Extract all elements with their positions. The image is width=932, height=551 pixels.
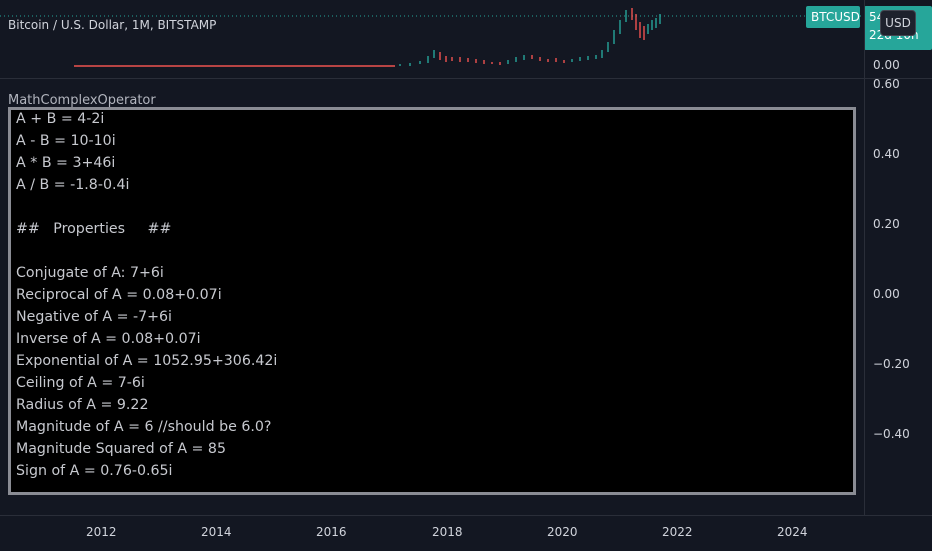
output-line: Exponential of A = 1052.95+306.42i: [16, 353, 278, 369]
output-line: Ceiling of A = 7-6i: [16, 375, 145, 391]
output-line: Negative of A = -7+6i: [16, 309, 172, 325]
output-line: Magnitude of A = 6 //should be 6.0?: [16, 419, 272, 435]
price-pane[interactable]: Bitcoin / U.S. Dollar, 1M, BITSTAMP: [0, 0, 864, 78]
output-line: Conjugate of A: 7+6i: [16, 265, 164, 281]
currency-button[interactable]: USD: [880, 10, 916, 36]
output-line: ## Properties ##: [16, 221, 172, 237]
x-tick: 2024: [777, 525, 808, 539]
indicator-y-tick: −0.40: [873, 427, 910, 441]
indicator-y-tick: 0.60: [873, 77, 900, 91]
output-line: Inverse of A = 0.08+0.07i: [16, 331, 201, 347]
symbol-title[interactable]: Bitcoin / U.S. Dollar, 1M, BITSTAMP: [8, 18, 217, 32]
x-tick: 2022: [662, 525, 693, 539]
output-line: Magnitude Squared of A = 85: [16, 441, 226, 457]
symbol-badge: BTCUSD: [806, 6, 860, 28]
x-tick: 2016: [316, 525, 347, 539]
indicator-y-tick: −0.20: [873, 357, 910, 371]
x-tick: 2014: [201, 525, 232, 539]
output-line: Sign of A = 0.76-0.65i: [16, 463, 173, 479]
output-line: A * B = 3+46i: [16, 155, 116, 171]
x-tick: 2020: [547, 525, 578, 539]
time-axis[interactable]: 2012 2014 2016 2018 2020 2022 2024: [0, 515, 932, 551]
output-line: Reciprocal of A = 0.08+0.07i: [16, 287, 222, 303]
output-line: A - B = 10-10i: [16, 133, 116, 149]
indicator-y-tick: 0.20: [873, 217, 900, 231]
indicator-title[interactable]: MathComplexOperator: [8, 93, 156, 108]
output-line: A / B = -1.8-0.4i: [16, 177, 130, 193]
price-axis[interactable]: 0.00 0.60 0.40 0.20 0.00 −0.20 −0.40: [864, 0, 932, 515]
output-line: A + B = 4-2i: [16, 111, 105, 127]
main-y-tick: 0.00: [873, 58, 900, 72]
price-chart: [0, 8, 864, 67]
indicator-y-tick: 0.40: [873, 147, 900, 161]
indicator-output-table: A + B = 4-2i A - B = 10-10i A * B = 3+46…: [8, 107, 856, 495]
pane-divider[interactable]: [0, 78, 932, 79]
output-line: Radius of A = 9.22: [16, 397, 149, 413]
indicator-y-tick: 0.00: [873, 287, 900, 301]
x-tick: 2012: [86, 525, 117, 539]
x-tick: 2018: [432, 525, 463, 539]
